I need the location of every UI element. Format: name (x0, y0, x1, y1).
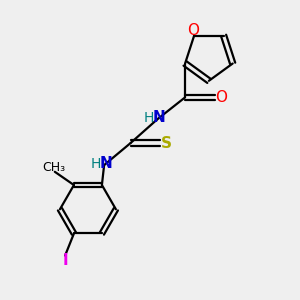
Text: N: N (152, 110, 165, 125)
Text: H: H (91, 157, 101, 171)
Text: CH₃: CH₃ (42, 161, 65, 174)
Text: O: O (187, 23, 199, 38)
Text: O: O (215, 90, 227, 105)
Text: H: H (144, 111, 154, 125)
Text: S: S (161, 136, 172, 151)
Text: N: N (99, 156, 112, 171)
Text: I: I (62, 254, 68, 268)
